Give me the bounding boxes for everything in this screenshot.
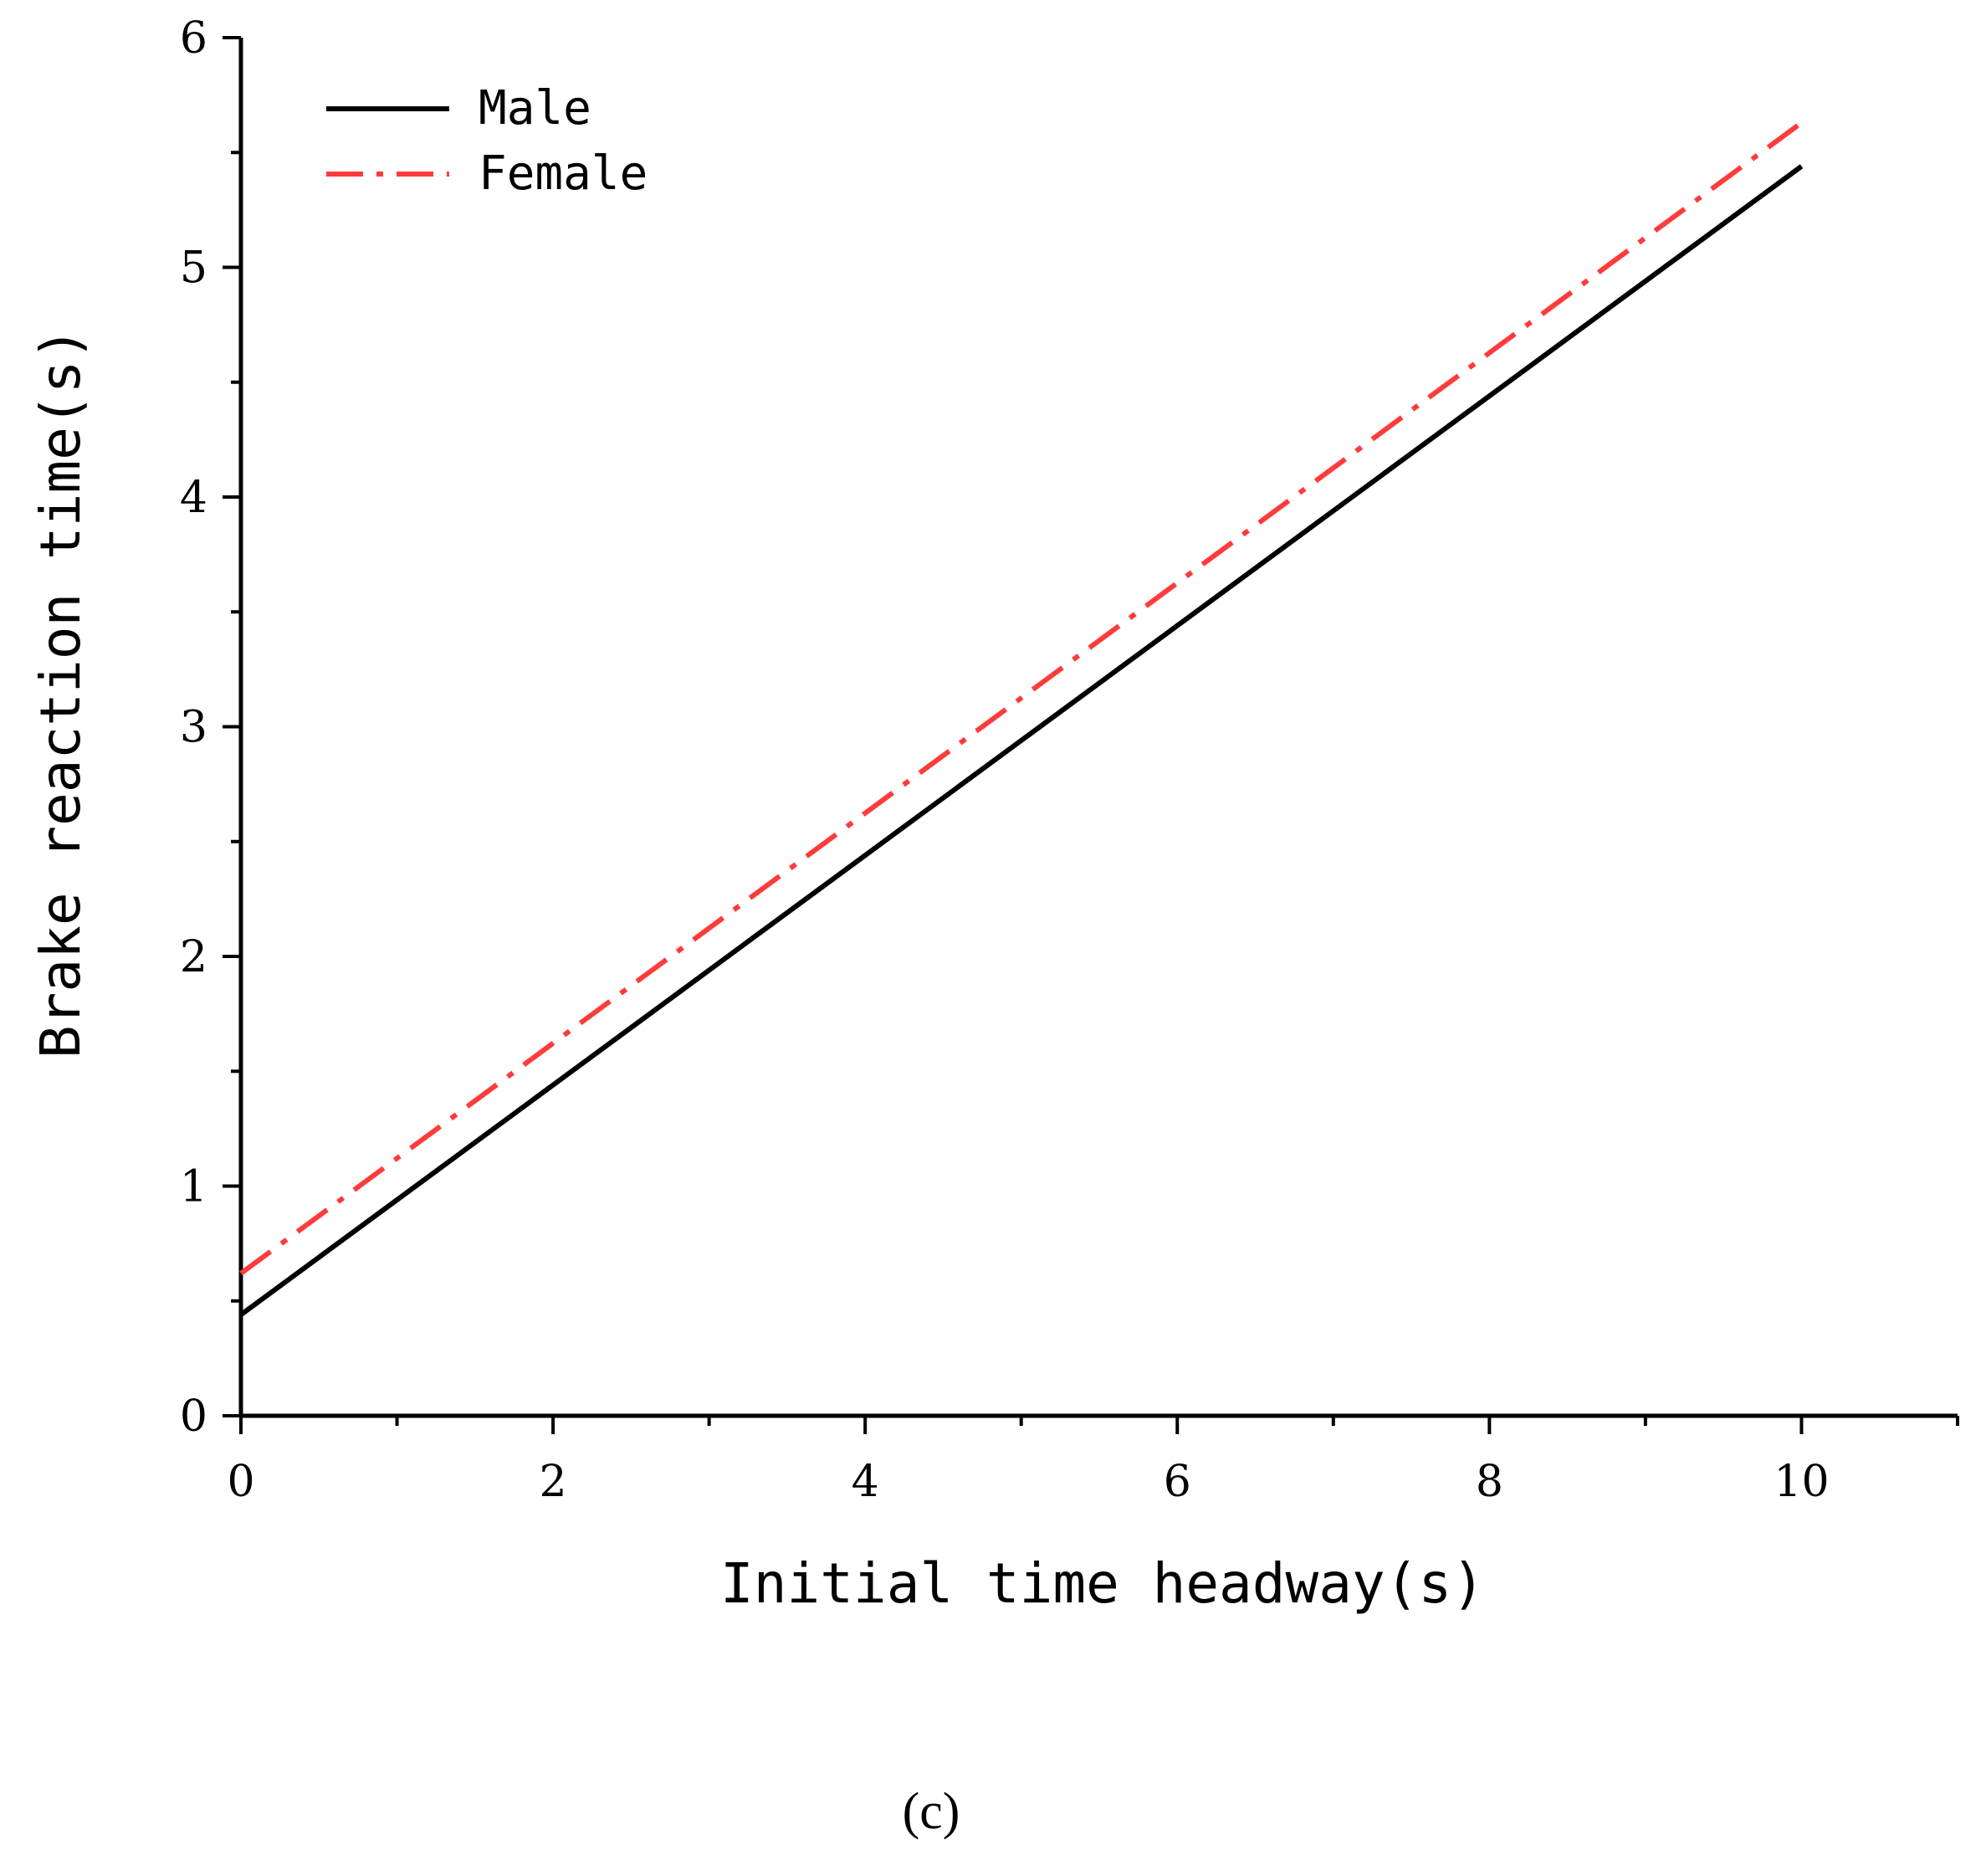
y-tick-label: 0 [180, 1392, 207, 1442]
y-tick-label: 6 [180, 13, 207, 64]
y-tick-label: 5 [180, 243, 207, 294]
y-tick-label: 1 [180, 1162, 207, 1212]
y-tick-label: 3 [180, 703, 207, 753]
legend: Male Female [326, 81, 648, 201]
x-tick-label: 6 [1164, 1457, 1191, 1507]
x-tick-label: 8 [1476, 1457, 1503, 1507]
series-layer [239, 120, 1804, 1317]
legend-label-female: Female [479, 146, 648, 201]
y-tick-label: 2 [180, 932, 207, 982]
x-tick-label: 10 [1774, 1457, 1829, 1507]
legend-label-male: Male [479, 81, 591, 136]
y-tick-label: 4 [180, 473, 207, 523]
x-tick-label: 0 [227, 1457, 254, 1507]
series-line-female [239, 120, 1804, 1276]
panel-label: (c) [903, 1783, 960, 1840]
x-axis-title: Initial time headway(s) [720, 1551, 1485, 1616]
series-line-male [239, 164, 1804, 1317]
axes: 0 1 2 3 4 5 6 0 2 4 6 8 10 [180, 13, 1959, 1507]
y-axis-title: Brake reaction time(s) [28, 327, 93, 1058]
x-tick-label: 2 [540, 1457, 567, 1507]
x-tick-label: 4 [852, 1457, 879, 1507]
